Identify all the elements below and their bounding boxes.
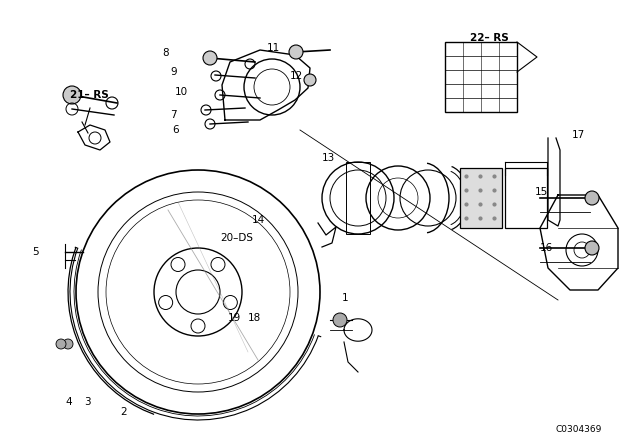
- Bar: [445, 42, 517, 112]
- Circle shape: [63, 339, 73, 349]
- Text: 2: 2: [120, 407, 127, 417]
- Circle shape: [289, 45, 303, 59]
- Circle shape: [203, 51, 217, 65]
- Text: 3: 3: [84, 397, 91, 407]
- Text: C0304369: C0304369: [555, 426, 602, 435]
- Circle shape: [333, 313, 347, 327]
- Text: 8: 8: [162, 48, 168, 58]
- Text: 18: 18: [248, 313, 261, 323]
- Text: 13: 13: [322, 153, 335, 163]
- Text: 4: 4: [65, 397, 72, 407]
- Bar: [460, 168, 502, 228]
- Text: 5: 5: [32, 247, 38, 257]
- Circle shape: [585, 241, 599, 255]
- Text: 14: 14: [252, 215, 265, 225]
- Text: 20–DS: 20–DS: [220, 233, 253, 243]
- Circle shape: [56, 339, 66, 349]
- Text: 15: 15: [535, 187, 548, 197]
- Text: 11: 11: [267, 43, 280, 53]
- Text: 1: 1: [342, 293, 349, 303]
- Bar: [346, 162, 370, 234]
- Text: 22– RS: 22– RS: [470, 33, 509, 43]
- Circle shape: [304, 74, 316, 86]
- Circle shape: [63, 86, 81, 104]
- Text: 7: 7: [170, 110, 177, 120]
- Text: 19: 19: [228, 313, 241, 323]
- Text: 6: 6: [172, 125, 179, 135]
- Text: 17: 17: [572, 130, 585, 140]
- Text: 10: 10: [175, 87, 188, 97]
- Text: 12: 12: [290, 71, 303, 81]
- Text: 21– RS: 21– RS: [70, 90, 109, 100]
- Circle shape: [585, 191, 599, 205]
- Text: 9: 9: [170, 67, 177, 77]
- Text: 16: 16: [540, 243, 553, 253]
- Bar: [505, 168, 547, 228]
